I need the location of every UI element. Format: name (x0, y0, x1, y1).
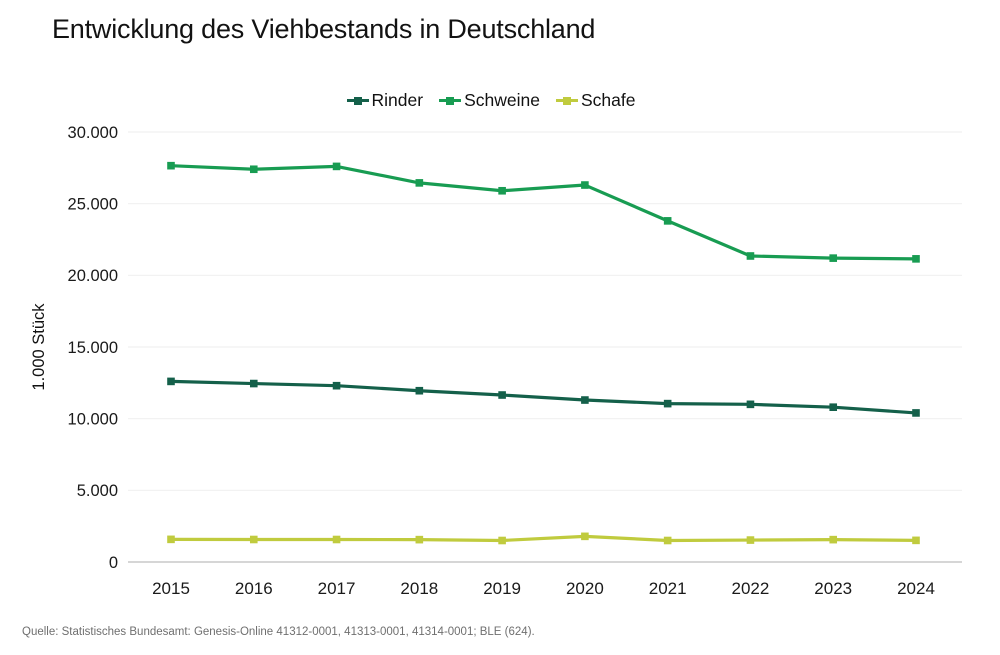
series-marker-rinder (249, 379, 258, 388)
series-marker-schweine (167, 161, 175, 170)
x-tick-label: 2020 (566, 579, 604, 598)
schafe-series-swatch-icon (555, 96, 578, 106)
series-marker-schafe (912, 536, 920, 545)
x-tick-label: 2018 (400, 579, 438, 598)
series-marker-schafe (581, 532, 589, 541)
series-marker-schafe (415, 535, 424, 544)
series-marker-rinder (581, 396, 589, 404)
series-marker-schafe (498, 536, 506, 545)
series-marker-schafe (332, 535, 341, 544)
x-tick-label: 2017 (318, 579, 356, 598)
series-marker-schweine (829, 254, 838, 262)
y-tick-label: 25.000 (68, 195, 118, 213)
series-marker-schafe (746, 536, 755, 544)
y-tick-label: 10.000 (68, 410, 118, 428)
series-marker-schafe (663, 536, 672, 545)
legend-label-schweine: Schweine (464, 90, 540, 110)
series-marker-schweine (746, 252, 755, 260)
series-marker-schweine (249, 165, 258, 174)
series-marker-rinder (332, 381, 341, 390)
source-note: Quelle: Statistisches Bundesamt: Genesis… (22, 626, 535, 638)
schweine-series-swatch-icon (439, 96, 462, 106)
y-tick-label: 5.000 (77, 482, 118, 500)
x-tick-label: 2023 (814, 579, 852, 598)
page-title: Entwicklung des Viehbestands in Deutschl… (52, 14, 596, 44)
series-marker-schweine (912, 255, 920, 263)
y-tick-label: 0 (109, 554, 118, 572)
series-line-rinder (170, 379, 917, 415)
series-marker-schweine (581, 181, 589, 189)
x-tick-label: 2015 (152, 579, 190, 598)
legend-label-rinder: Rinder (371, 90, 424, 110)
series-marker-rinder (829, 403, 838, 411)
series-marker-rinder (663, 399, 672, 408)
chart-legend: Rinder Schweine Schafe (0, 90, 1000, 111)
series-marker-rinder (167, 377, 175, 386)
series-marker-schafe (829, 535, 838, 544)
series-marker-schweine (332, 162, 341, 171)
y-tick-label: 20.000 (68, 267, 118, 285)
y-tick-label: 15.000 (68, 339, 118, 357)
legend-item-schweine: Schweine (439, 90, 540, 111)
series-line-schafe (170, 534, 917, 543)
series-marker-schweine (498, 186, 506, 195)
series-marker-schafe (167, 535, 175, 544)
legend-item-schafe: Schafe (555, 90, 636, 111)
series-marker-rinder (415, 386, 424, 395)
legend-item-rinder: Rinder (346, 90, 424, 111)
y-tick-label: 30.000 (68, 124, 118, 142)
x-tick-label: 2016 (235, 579, 273, 598)
x-tick-label: 2022 (732, 579, 770, 598)
series-marker-schafe (249, 535, 258, 544)
legend-label-schafe: Schafe (580, 90, 636, 110)
series-marker-rinder (912, 409, 920, 417)
x-tick-label: 2021 (649, 579, 687, 598)
x-tick-label: 2024 (897, 579, 935, 598)
rinder-series-swatch-icon (346, 96, 369, 106)
series-line-schweine (170, 164, 917, 261)
series-marker-rinder (746, 400, 755, 409)
x-tick-label: 2019 (483, 579, 521, 598)
series-marker-schweine (415, 179, 424, 187)
series-marker-rinder (498, 391, 506, 399)
series-marker-schweine (663, 217, 672, 225)
